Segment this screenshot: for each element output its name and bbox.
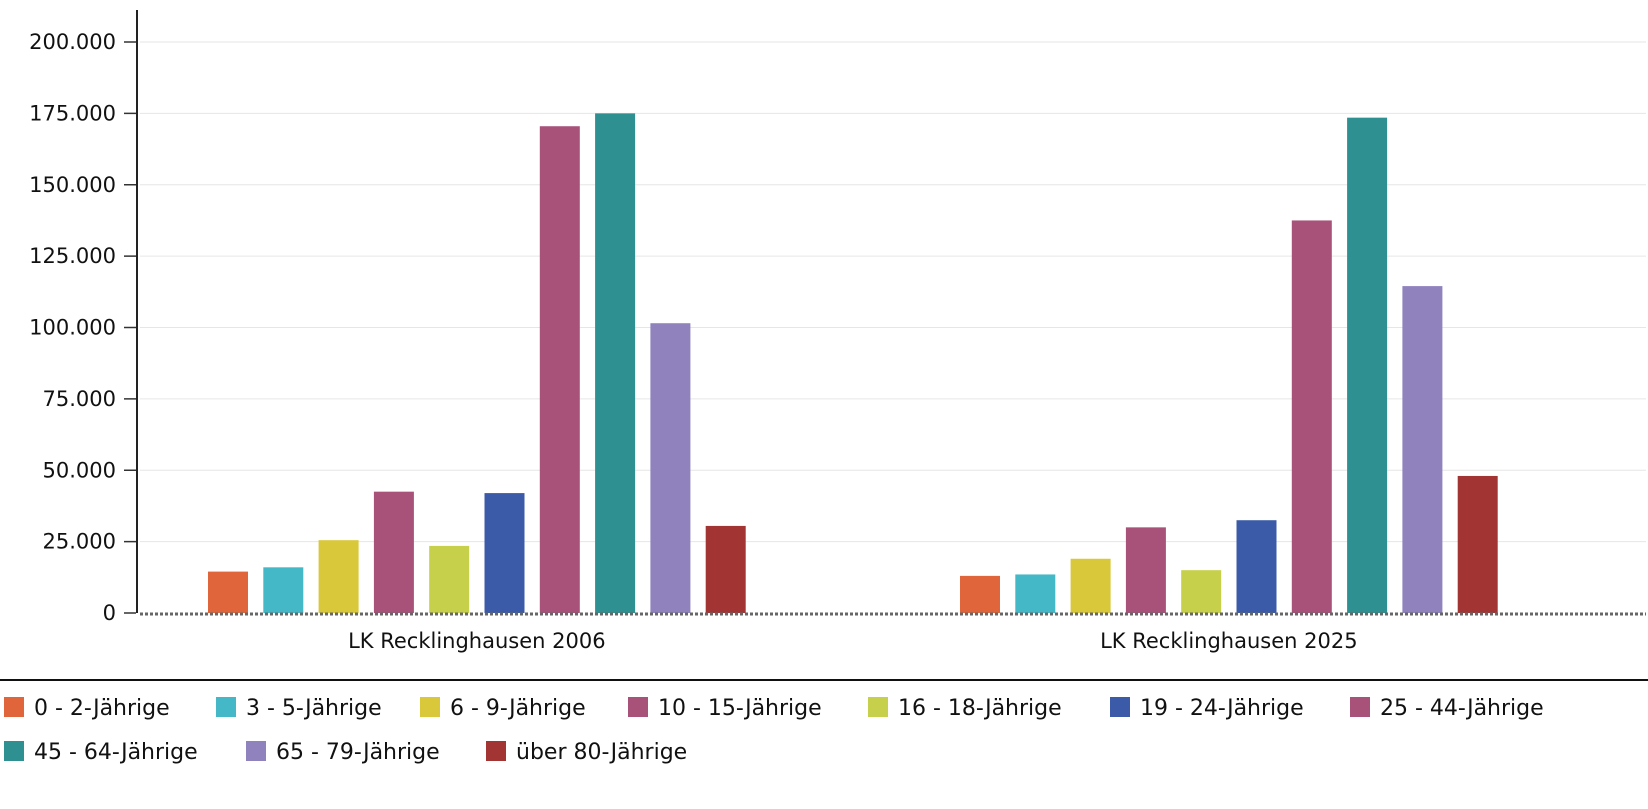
legend-swatch: [4, 741, 24, 761]
bar: [1181, 570, 1222, 613]
legend-label: 0 - 2-Jährige: [34, 696, 170, 721]
bar: [429, 545, 470, 613]
y-tick-label: 25.000: [43, 530, 116, 554]
y-tick-label: 75.000: [43, 387, 116, 411]
legend-label: 25 - 44-Jährige: [1380, 696, 1544, 721]
bar: [318, 540, 359, 613]
y-tick-label: 150.000: [29, 173, 116, 197]
legend-label: 6 - 9-Jährige: [450, 696, 586, 721]
y-tick-label: 175.000: [29, 101, 116, 125]
bar: [539, 126, 580, 613]
bar: [1347, 117, 1388, 613]
bar: [1402, 286, 1443, 613]
y-tick-label: 125.000: [29, 244, 116, 268]
y-tick-label: 50.000: [43, 458, 116, 482]
bar: [1070, 558, 1111, 613]
bars: [208, 113, 1498, 613]
bar: [1015, 574, 1056, 613]
y-axis-tick-labels: 0 25.000 50.000 75.000 100.000 125.000 150.000…: [29, 30, 116, 625]
category-label: LK Recklinghausen 2025: [1100, 629, 1358, 653]
legend-label: 3 - 5-Jährige: [246, 696, 382, 721]
y-tick-label: 0: [103, 601, 116, 625]
bar: [1236, 520, 1277, 613]
bar: [960, 575, 1000, 613]
legend-swatch: [4, 697, 24, 717]
y-tick-label: 200.000: [29, 30, 116, 54]
grid-lines: [140, 41, 1646, 543]
legend-swatch: [486, 741, 506, 761]
legend-swatch: [216, 697, 236, 717]
bar: [1457, 475, 1498, 613]
category-label: LK Recklinghausen 2006: [348, 629, 606, 653]
legend-swatch: [1350, 697, 1370, 717]
category-labels: LK Recklinghausen 2006 LK Recklinghausen …: [348, 629, 1358, 653]
legend-swatch: [868, 697, 888, 717]
legend-swatch: [246, 741, 266, 761]
axes: [124, 10, 1646, 616]
legend-swatch: [420, 697, 440, 717]
bar: [595, 113, 636, 613]
y-tick-label: 100.000: [29, 316, 116, 340]
bar: [705, 525, 746, 613]
bar: [373, 491, 414, 613]
legend-label: über 80-Jährige: [516, 740, 687, 765]
bar: [208, 571, 248, 613]
bar: [263, 567, 304, 613]
legend: 0 - 2-Jährige 3 - 5-Jährige 6 - 9-Jährige 1…: [0, 679, 1648, 765]
legend-label: 19 - 24-Jährige: [1140, 696, 1304, 721]
legend-label: 65 - 79-Jährige: [276, 740, 440, 765]
bar: [484, 493, 525, 613]
bar: [650, 323, 691, 613]
bar: [1291, 220, 1332, 613]
legend-swatch: [628, 697, 648, 717]
legend-label: 16 - 18-Jährige: [898, 696, 1062, 721]
legend-label: 10 - 15-Jährige: [658, 696, 822, 721]
legend-swatch: [1110, 697, 1130, 717]
bar: [1125, 527, 1166, 613]
legend-label: 45 - 64-Jährige: [34, 740, 198, 765]
